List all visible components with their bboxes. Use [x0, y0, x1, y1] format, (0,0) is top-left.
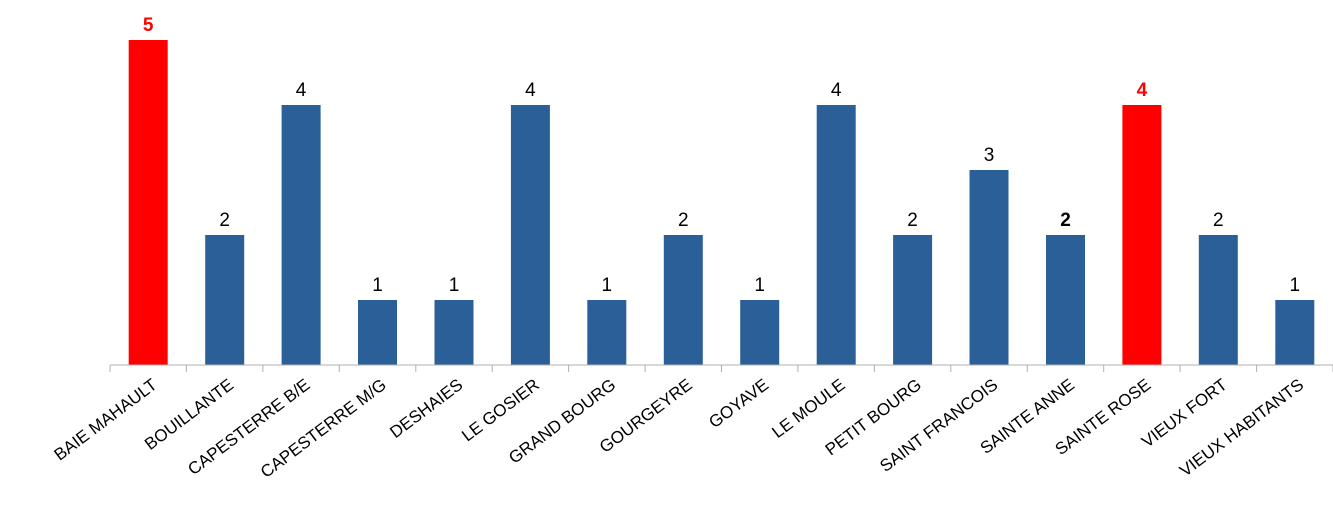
bar-capesterre-m-g: [358, 300, 397, 365]
bar-bouillante: [205, 235, 245, 365]
value-label-goyave: 1: [754, 275, 765, 296]
bar-goyave: [740, 300, 780, 365]
value-label-sainte-rose: 4: [1137, 80, 1148, 101]
value-label-vieux-fort: 2: [1213, 210, 1224, 231]
bar-vieux-fort: [1198, 235, 1238, 365]
value-label-capesterre-m-g: 1: [372, 275, 383, 296]
tick-label-capesterre-m-g: CAPESTERRE M/G: [257, 375, 390, 482]
bar-gourgeyre: [663, 235, 703, 365]
tick-label-goyave: GOYAVE: [705, 375, 772, 432]
value-label-gourgeyre: 2: [678, 210, 689, 231]
value-label-capesterre-b-e: 4: [296, 80, 307, 101]
value-labels-layer: 5 2 4 1 1 4 1 2 1 4 2 3 2 4 2 1: [143, 15, 1300, 296]
bar-vieux-habitants: [1275, 300, 1315, 365]
value-label-vieux-habitants: 1: [1290, 275, 1301, 296]
value-label-grand-bourg: 1: [602, 275, 613, 296]
bar-baie-mahault: [128, 40, 168, 365]
value-label-saint-francois: 3: [984, 145, 995, 166]
tick-label-vieux-habitants: VIEUX HABITANTS: [1176, 375, 1307, 480]
bar-le-gosier: [510, 105, 550, 365]
value-label-deshaies: 1: [449, 275, 460, 296]
bar-sainte-anne: [1046, 235, 1085, 365]
value-label-baie-mahault: 5: [143, 15, 154, 36]
value-label-le-gosier: 4: [525, 80, 536, 101]
value-label-sainte-anne: 2: [1060, 210, 1071, 231]
bar-deshaies: [434, 300, 474, 365]
tick-label-baie-mahault: BAIE MAHAULT: [51, 375, 161, 464]
bar-grand-bourg: [587, 300, 627, 365]
tick-label-deshaies: DESHAIES: [386, 375, 466, 442]
bar-sainte-rose: [1122, 105, 1162, 365]
value-label-petit-bourg: 2: [907, 210, 918, 231]
value-label-bouillante: 2: [219, 210, 230, 231]
bar-petit-bourg: [893, 235, 933, 365]
value-label-le-moule: 4: [831, 80, 842, 101]
bar-le-moule: [816, 105, 856, 365]
bars-layer: [128, 40, 1315, 365]
bar-saint-francois: [969, 170, 1009, 365]
x-axis-ticks: [109, 365, 1333, 372]
bar-capesterre-b-e: [281, 105, 321, 365]
